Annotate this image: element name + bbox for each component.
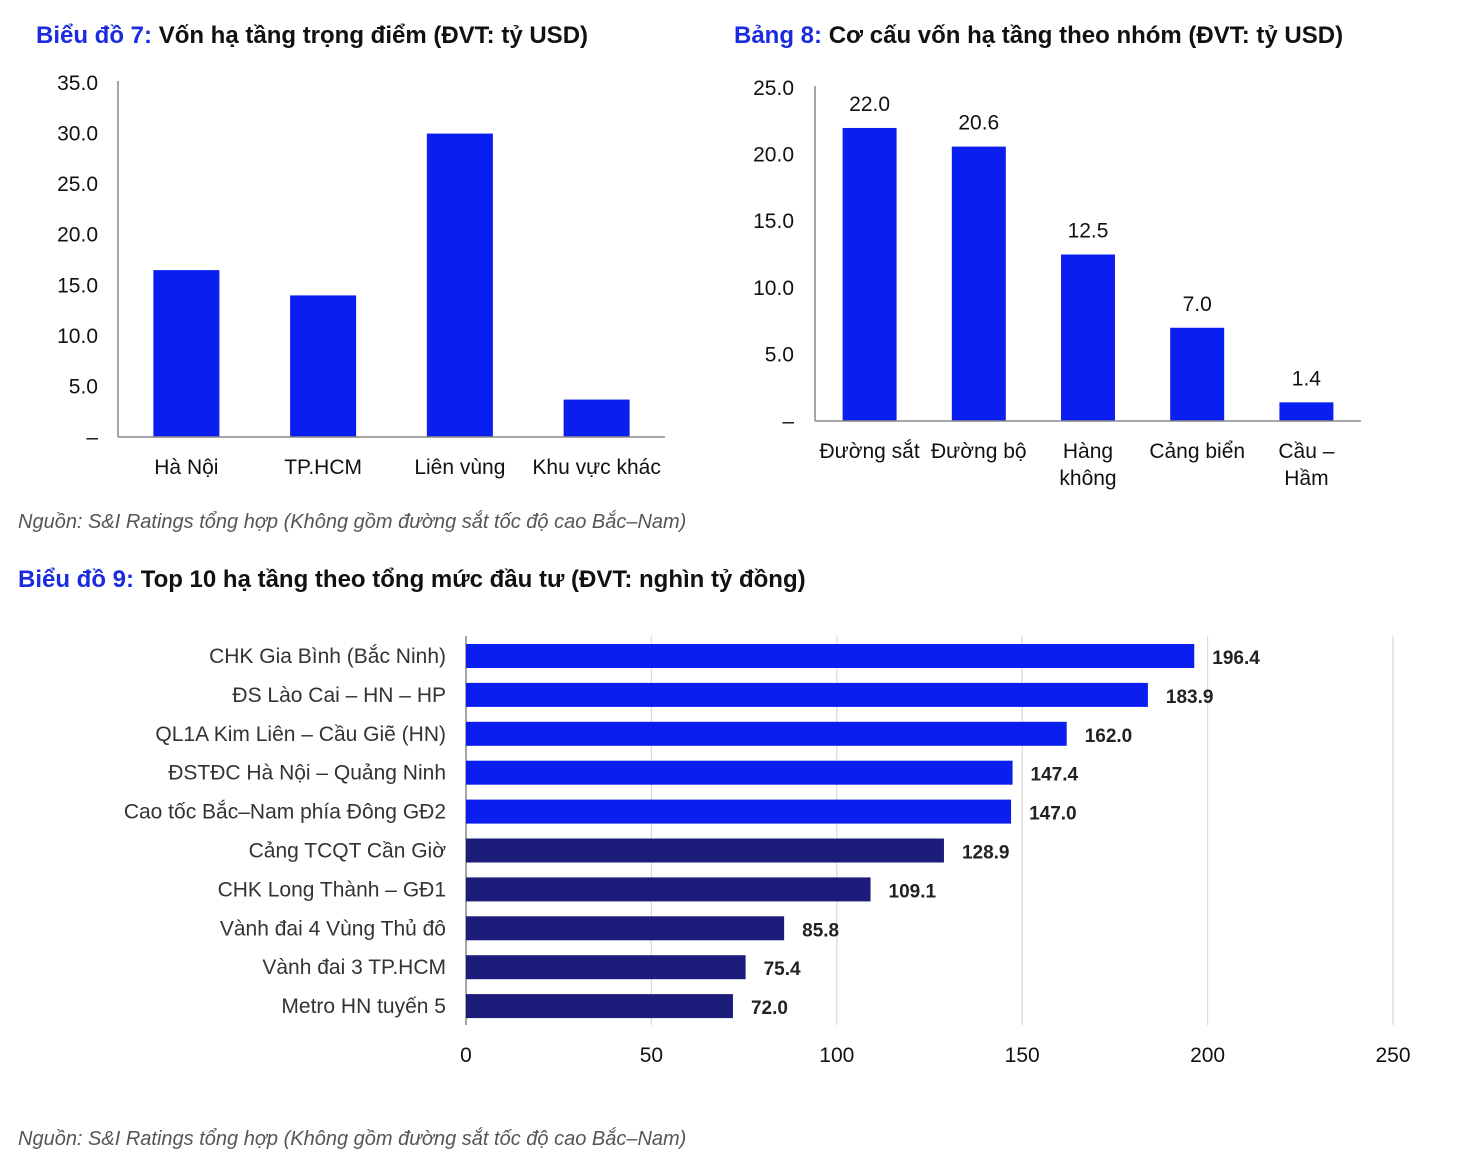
chart9-data-label: 75.4 <box>764 959 801 980</box>
chart8-x-tick-label: Đường bộ <box>931 440 1027 463</box>
chart9-y-tick-label: Metro HN tuyến 5 <box>281 995 446 1018</box>
chart7-y-tick-label: 35.0 <box>57 72 98 95</box>
chart9-y-tick-label: Vành đai 4 Vùng Thủ đô <box>220 917 446 940</box>
chart9-data-label: 128.9 <box>962 843 1010 864</box>
chart9-x-tick-label: 250 <box>1375 1044 1410 1067</box>
chart8-data-label: 1.4 <box>1292 367 1322 390</box>
chart8-y-tick-label: 10.0 <box>753 277 794 300</box>
chart9-top-10: 0 50 100 150 200 250 CHK Gia Bình (Bắc Ninh) 19… <box>124 636 1411 1067</box>
chart9-x-tick-label: 150 <box>1005 1044 1040 1067</box>
chart9-y-tick-label: Cảng TCQT Cần Giờ <box>249 840 447 863</box>
chart9-data-label: 147.4 <box>1031 765 1079 786</box>
chart7-y-tick-label: 5.0 <box>69 375 98 398</box>
chart9-data-label: 85.8 <box>802 920 839 941</box>
chart9-data-label: 72.0 <box>751 998 788 1019</box>
chart7-x-tick-label: TP.HCM <box>284 456 362 479</box>
chart7-title-prefix: Biểu đồ 7: <box>36 22 153 49</box>
chart9-y-tick-label: ĐS Lào Cai – HN – HP <box>232 684 446 707</box>
chart9-title-text: Top 10 hạ tầng theo tổng mức đầu tư (ĐVT… <box>140 566 806 593</box>
chart9-bar <box>466 877 871 902</box>
chart9-y-tick-label: CHK Gia Bình (Bắc Ninh) <box>209 645 446 668</box>
chart8-x-tick-label: Đường sắt <box>819 440 919 463</box>
chart7-y-tick-label: 30.0 <box>57 123 98 146</box>
chart7-y-tick-label: 20.0 <box>57 224 98 247</box>
chart8-cơ-cấu-vốn: – 5.0 10.0 15.0 20.0 25.0 22.0 Đường sắt 20.6 Đườ… <box>753 77 1361 490</box>
chart7-y-tick-label: – <box>86 426 98 449</box>
chart7-y-tick-label: 10.0 <box>57 325 98 348</box>
chart7-vốn-hạ-tầng: – 5.0 10.0 15.0 20.0 25.0 30.0 35.0 Hà Nội TP.HCM… <box>57 72 665 479</box>
chart7-x-tick-label: Khu vực khác <box>532 456 660 479</box>
chart9-data-label: 162.0 <box>1085 726 1133 747</box>
chart8-title: Bảng 8: Cơ cấu vốn hạ tầng theo nhóm (ĐV… <box>734 22 1343 50</box>
chart7-bar <box>563 399 630 437</box>
chart8-y-tick-label: – <box>782 410 794 433</box>
chart9-data-label: 147.0 <box>1029 804 1077 825</box>
chart8-bar <box>1279 402 1334 421</box>
chart8-bar <box>951 146 1006 421</box>
chart7-bar <box>290 295 357 437</box>
chart7-title-text: Vốn hạ tầng trọng điểm (ĐVT: tỷ USD) <box>158 22 589 49</box>
chart8-bar <box>1061 254 1115 421</box>
chart8-x-tick-label: Hầm <box>1284 467 1328 490</box>
chart7-title: Biểu đồ 7: Vốn hạ tầng trọng điểm (ĐVT: … <box>36 22 588 50</box>
chart8-title-prefix: Bảng 8: <box>734 22 823 49</box>
chart7-x-tick-label: Liên vùng <box>414 456 505 479</box>
chart9-bar <box>466 994 733 1019</box>
source-note-top: Nguồn: S&I Ratings tổng hợp (Không gồm đ… <box>18 511 687 533</box>
chart9-y-tick-label: Vành đai 3 TP.HCM <box>262 956 446 979</box>
chart8-y-tick-label: 15.0 <box>753 210 794 233</box>
chart9-y-tick-label: CHK Long Thành – GĐ1 <box>218 878 446 901</box>
chart8-data-label: 22.0 <box>849 93 890 116</box>
chart8-x-tick-label: Hàng <box>1063 440 1113 463</box>
chart7-bar <box>426 133 493 438</box>
chart8-y-tick-label: 20.0 <box>753 144 794 167</box>
chart8-data-label: 12.5 <box>1068 220 1109 243</box>
chart9-title-prefix: Biểu đồ 9: <box>18 566 135 593</box>
chart9-bar <box>466 760 1013 785</box>
chart9-bar <box>466 799 1012 824</box>
chart9-title: Biểu đồ 9: Top 10 hạ tầng theo tổng mức … <box>18 566 806 594</box>
chart9-x-tick-label: 50 <box>640 1044 663 1067</box>
chart9-bar <box>466 838 944 863</box>
chart9-x-tick-label: 200 <box>1190 1044 1225 1067</box>
chart8-data-label: 7.0 <box>1183 293 1212 316</box>
chart7-y-tick-label: 25.0 <box>57 173 98 196</box>
chart7-y-tick-label: 15.0 <box>57 274 98 297</box>
chart8-title-text: Cơ cấu vốn hạ tầng theo nhóm (ĐVT: tỷ US… <box>828 22 1344 49</box>
chart7-bar <box>153 270 220 437</box>
chart9-data-label: 183.9 <box>1166 687 1214 708</box>
chart9-y-tick-label: QL1A Kim Liên – Cầu Giẽ (HN) <box>155 723 446 746</box>
chart9-y-tick-label: ĐSTĐC Hà Nội – Quảng Ninh <box>168 762 446 785</box>
chart9-bar <box>466 644 1195 668</box>
chart8-bar <box>842 127 897 422</box>
chart7-x-tick-label: Hà Nội <box>154 456 218 479</box>
chart9-bar <box>466 682 1148 707</box>
chart9-data-label: 196.4 <box>1212 648 1260 669</box>
chart8-y-tick-label: 25.0 <box>753 77 794 100</box>
chart8-x-tick-label: không <box>1059 467 1116 490</box>
chart9-bar <box>466 916 785 941</box>
chart9-bar <box>466 721 1067 746</box>
chart8-data-label: 20.6 <box>958 112 999 135</box>
source-note-bottom: Nguồn: S&I Ratings tổng hợp (Không gồm đ… <box>18 1128 687 1150</box>
chart8-x-tick-label: Cảng biển <box>1149 440 1245 463</box>
chart8-y-tick-label: 5.0 <box>765 343 794 366</box>
chart9-x-tick-label: 100 <box>819 1044 854 1067</box>
chart9-x-tick-label: 0 <box>460 1044 472 1067</box>
chart8-bar <box>1170 327 1225 421</box>
chart9-bar <box>466 955 746 980</box>
chart8-x-tick-label: Cầu – <box>1278 440 1334 463</box>
chart9-y-tick-label: Cao tốc Bắc–Nam phía Đông GĐ2 <box>124 801 446 824</box>
chart9-data-label: 109.1 <box>889 881 937 902</box>
